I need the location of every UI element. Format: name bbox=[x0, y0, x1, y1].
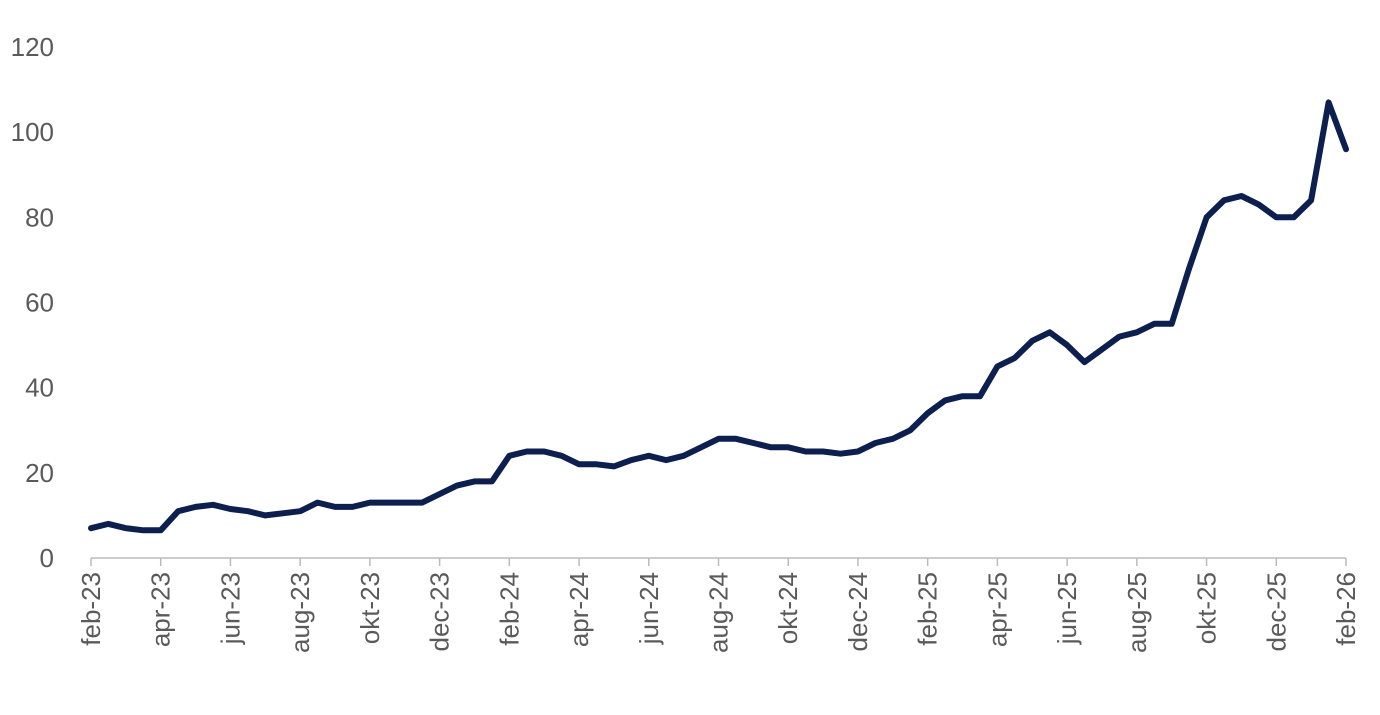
x-tick-label: okt-25 bbox=[1192, 572, 1222, 644]
x-tick-label: feb-26 bbox=[1331, 572, 1361, 646]
x-tick-label: jun-25 bbox=[1052, 572, 1082, 645]
x-tick-label: apr-24 bbox=[564, 572, 594, 647]
x-tick-label: dec-23 bbox=[425, 572, 455, 652]
x-tick-label: jun-24 bbox=[634, 572, 664, 645]
x-tick-label: aug-23 bbox=[285, 572, 315, 653]
y-tick-label: 60 bbox=[25, 288, 54, 318]
x-tick-label: okt-24 bbox=[773, 572, 803, 644]
y-tick-label: 0 bbox=[40, 543, 54, 573]
y-tick-label: 120 bbox=[11, 32, 54, 62]
x-tick-label: feb-23 bbox=[76, 572, 106, 646]
x-tick-label: dec-24 bbox=[843, 572, 873, 652]
y-tick-label: 80 bbox=[25, 202, 54, 232]
y-tick-label: 100 bbox=[11, 117, 54, 147]
x-tick-label: feb-24 bbox=[494, 572, 524, 646]
x-tick-label: okt-23 bbox=[355, 572, 385, 644]
x-tick-label: jun-23 bbox=[215, 572, 245, 645]
x-tick-label: feb-25 bbox=[913, 572, 943, 646]
line bbox=[88, 99, 1349, 534]
x-tick-label: apr-23 bbox=[146, 572, 176, 647]
x-tick-label: dec-25 bbox=[1261, 572, 1291, 652]
x-tick-label: aug-25 bbox=[1122, 572, 1152, 653]
y-tick-label: 20 bbox=[25, 458, 54, 488]
x-tick-label: apr-25 bbox=[982, 572, 1012, 647]
x-tick-label: aug-24 bbox=[704, 572, 734, 653]
y-tick-label: 40 bbox=[25, 373, 54, 403]
